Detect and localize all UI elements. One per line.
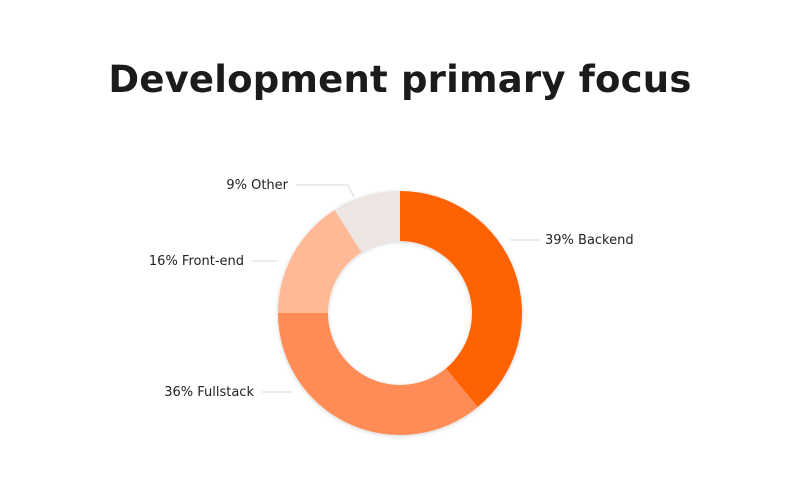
chart-title: Development primary focus xyxy=(108,58,692,101)
slice-backend xyxy=(400,191,522,408)
slice-label-other: 9% Other xyxy=(226,178,288,193)
slice-other xyxy=(334,191,400,253)
slice-label-backend: 39% Backend xyxy=(545,233,634,248)
slice-fullstack xyxy=(278,313,478,435)
leader-lines xyxy=(252,184,540,393)
slice-front-end xyxy=(278,209,362,313)
slice-label-front-end: 16% Front-end xyxy=(149,254,244,269)
slice-labels: 39% Backend 36% Fullstack 16% Front-end 9% … xyxy=(149,178,634,400)
donut-slices xyxy=(278,191,522,435)
slice-label-fullstack: 36% Fullstack xyxy=(164,385,254,400)
leader-line xyxy=(296,184,355,198)
